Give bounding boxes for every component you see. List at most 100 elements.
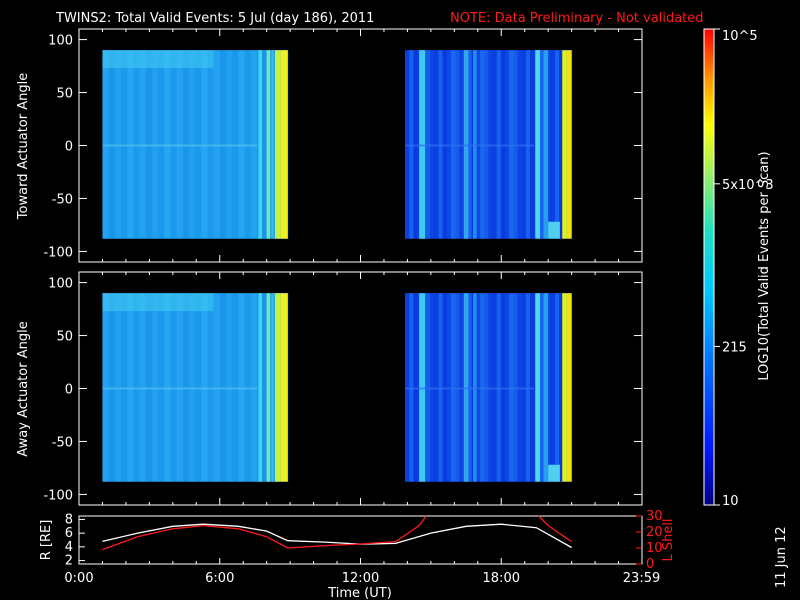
heatmap-column xyxy=(114,293,122,482)
x-tick-label: 0:00 xyxy=(64,571,93,586)
heatmap-column xyxy=(201,293,208,482)
lshell-axis-label: L Shell xyxy=(661,518,676,561)
heatmap-column xyxy=(484,50,489,239)
heatmap-column xyxy=(250,50,258,239)
heatmap-column xyxy=(195,50,202,239)
r-tick-label: 8 xyxy=(65,512,73,527)
heatmap-column xyxy=(226,293,233,482)
colorbar-tick-label: 215 xyxy=(722,340,747,355)
heatmap-column xyxy=(271,293,274,482)
heatmap-column xyxy=(535,293,540,482)
heatmap-column xyxy=(158,50,165,239)
heatmap-column xyxy=(274,50,281,239)
heatmap-column xyxy=(176,50,184,239)
heatmap-column xyxy=(176,293,184,482)
heatmap-column xyxy=(509,293,514,482)
toward-y-ticks: 100 50 0 -50 -100 xyxy=(43,29,643,262)
heatmap-column xyxy=(446,293,452,482)
heatmap-column xyxy=(182,50,190,239)
heatmap-column xyxy=(280,293,288,482)
r-tick-label: 6 xyxy=(65,526,73,541)
heatmap-column xyxy=(450,50,456,239)
heatmap-column xyxy=(271,50,274,239)
heatmap-column xyxy=(145,50,153,239)
heatmap-column xyxy=(114,50,122,239)
heatmap-column xyxy=(158,293,165,482)
heatmap-column xyxy=(513,293,518,482)
y-tick-label: -100 xyxy=(43,245,73,260)
heatmap-column xyxy=(438,293,444,482)
heatmap-column xyxy=(459,293,464,482)
heatmap-column xyxy=(151,293,159,482)
orbit-series-0 xyxy=(102,523,572,549)
heatmap-column xyxy=(219,50,227,239)
heatmap-column xyxy=(442,293,448,482)
heatmap-column xyxy=(266,50,271,239)
heatmap-column xyxy=(455,293,460,482)
away-y-ticks: 100 50 0 -50 -100 xyxy=(43,272,643,505)
heatmap-column xyxy=(543,50,549,239)
x-tick-label: 18:00 xyxy=(483,571,520,586)
heatmap-column xyxy=(521,50,527,239)
heatmap-column xyxy=(467,293,473,482)
heatmap-patch xyxy=(548,221,560,239)
heatmap-column xyxy=(127,50,134,239)
heatmap-column xyxy=(413,50,419,239)
y-tick-label: 100 xyxy=(48,277,73,292)
heatmap-column xyxy=(559,50,564,239)
heatmap-column xyxy=(492,293,498,482)
heatmap-column xyxy=(480,293,485,482)
orbit-series-2 xyxy=(538,515,572,543)
heatmap-column xyxy=(562,50,567,239)
heatmap-column xyxy=(517,293,523,482)
heatmap-column xyxy=(266,293,271,482)
y-tick-label: 100 xyxy=(48,34,73,49)
colorbar-label: LOG10(Total Valid Events per Scan) xyxy=(757,151,772,380)
colorbar-gradient xyxy=(703,28,715,506)
heatmap-column xyxy=(546,50,552,239)
heatmap-column xyxy=(145,293,153,482)
heatmap-column xyxy=(263,50,266,239)
heatmap-column xyxy=(419,293,426,482)
heatmap-column xyxy=(430,293,435,482)
heatmap-column xyxy=(550,50,556,239)
heatmap-column xyxy=(213,293,221,482)
x-axis-label: Time (UT) xyxy=(327,586,392,600)
heatmap-column xyxy=(102,293,110,482)
heatmap-column xyxy=(517,50,523,239)
heatmap-column xyxy=(467,50,473,239)
heatmap-column xyxy=(250,293,258,482)
colorbar-tick-label: 10^5 xyxy=(722,29,758,44)
heatmap-column xyxy=(538,293,543,482)
heatmap-column xyxy=(258,293,262,482)
heatmap-column xyxy=(450,293,456,482)
heatmap-column xyxy=(525,293,531,482)
heatmap-column xyxy=(263,50,270,239)
colorbar: 10 215 5x10^3 10^5 LOG10(Total Valid Events… xyxy=(703,28,774,509)
heatmap-column xyxy=(108,50,116,239)
y-tick-label: 50 xyxy=(56,87,73,102)
heatmap-band xyxy=(102,293,214,312)
heatmap-column xyxy=(182,293,190,482)
toward-panel: 100 50 0 -50 -100 Toward Actuator Angle xyxy=(16,28,643,263)
x-tick-label: 6:00 xyxy=(205,571,234,586)
heatmap-column xyxy=(566,50,572,239)
orbit-lines xyxy=(102,515,572,551)
heatmap-column xyxy=(127,293,134,482)
heatmap-column xyxy=(108,293,116,482)
heatmap-column xyxy=(480,50,485,239)
heatmap-column xyxy=(554,293,560,482)
heatmap-column xyxy=(473,293,477,482)
heatmap-column xyxy=(496,293,502,482)
heatmap-column xyxy=(164,50,171,239)
r-tick-label: 2 xyxy=(65,554,73,569)
heatmap-column xyxy=(438,50,444,239)
y-tick-label: -50 xyxy=(52,192,73,207)
heatmap-column xyxy=(419,50,426,239)
heatmap-column xyxy=(188,293,196,482)
heatmap-column xyxy=(434,293,439,482)
heatmap-column xyxy=(213,50,221,239)
heatmap-column xyxy=(188,50,196,239)
